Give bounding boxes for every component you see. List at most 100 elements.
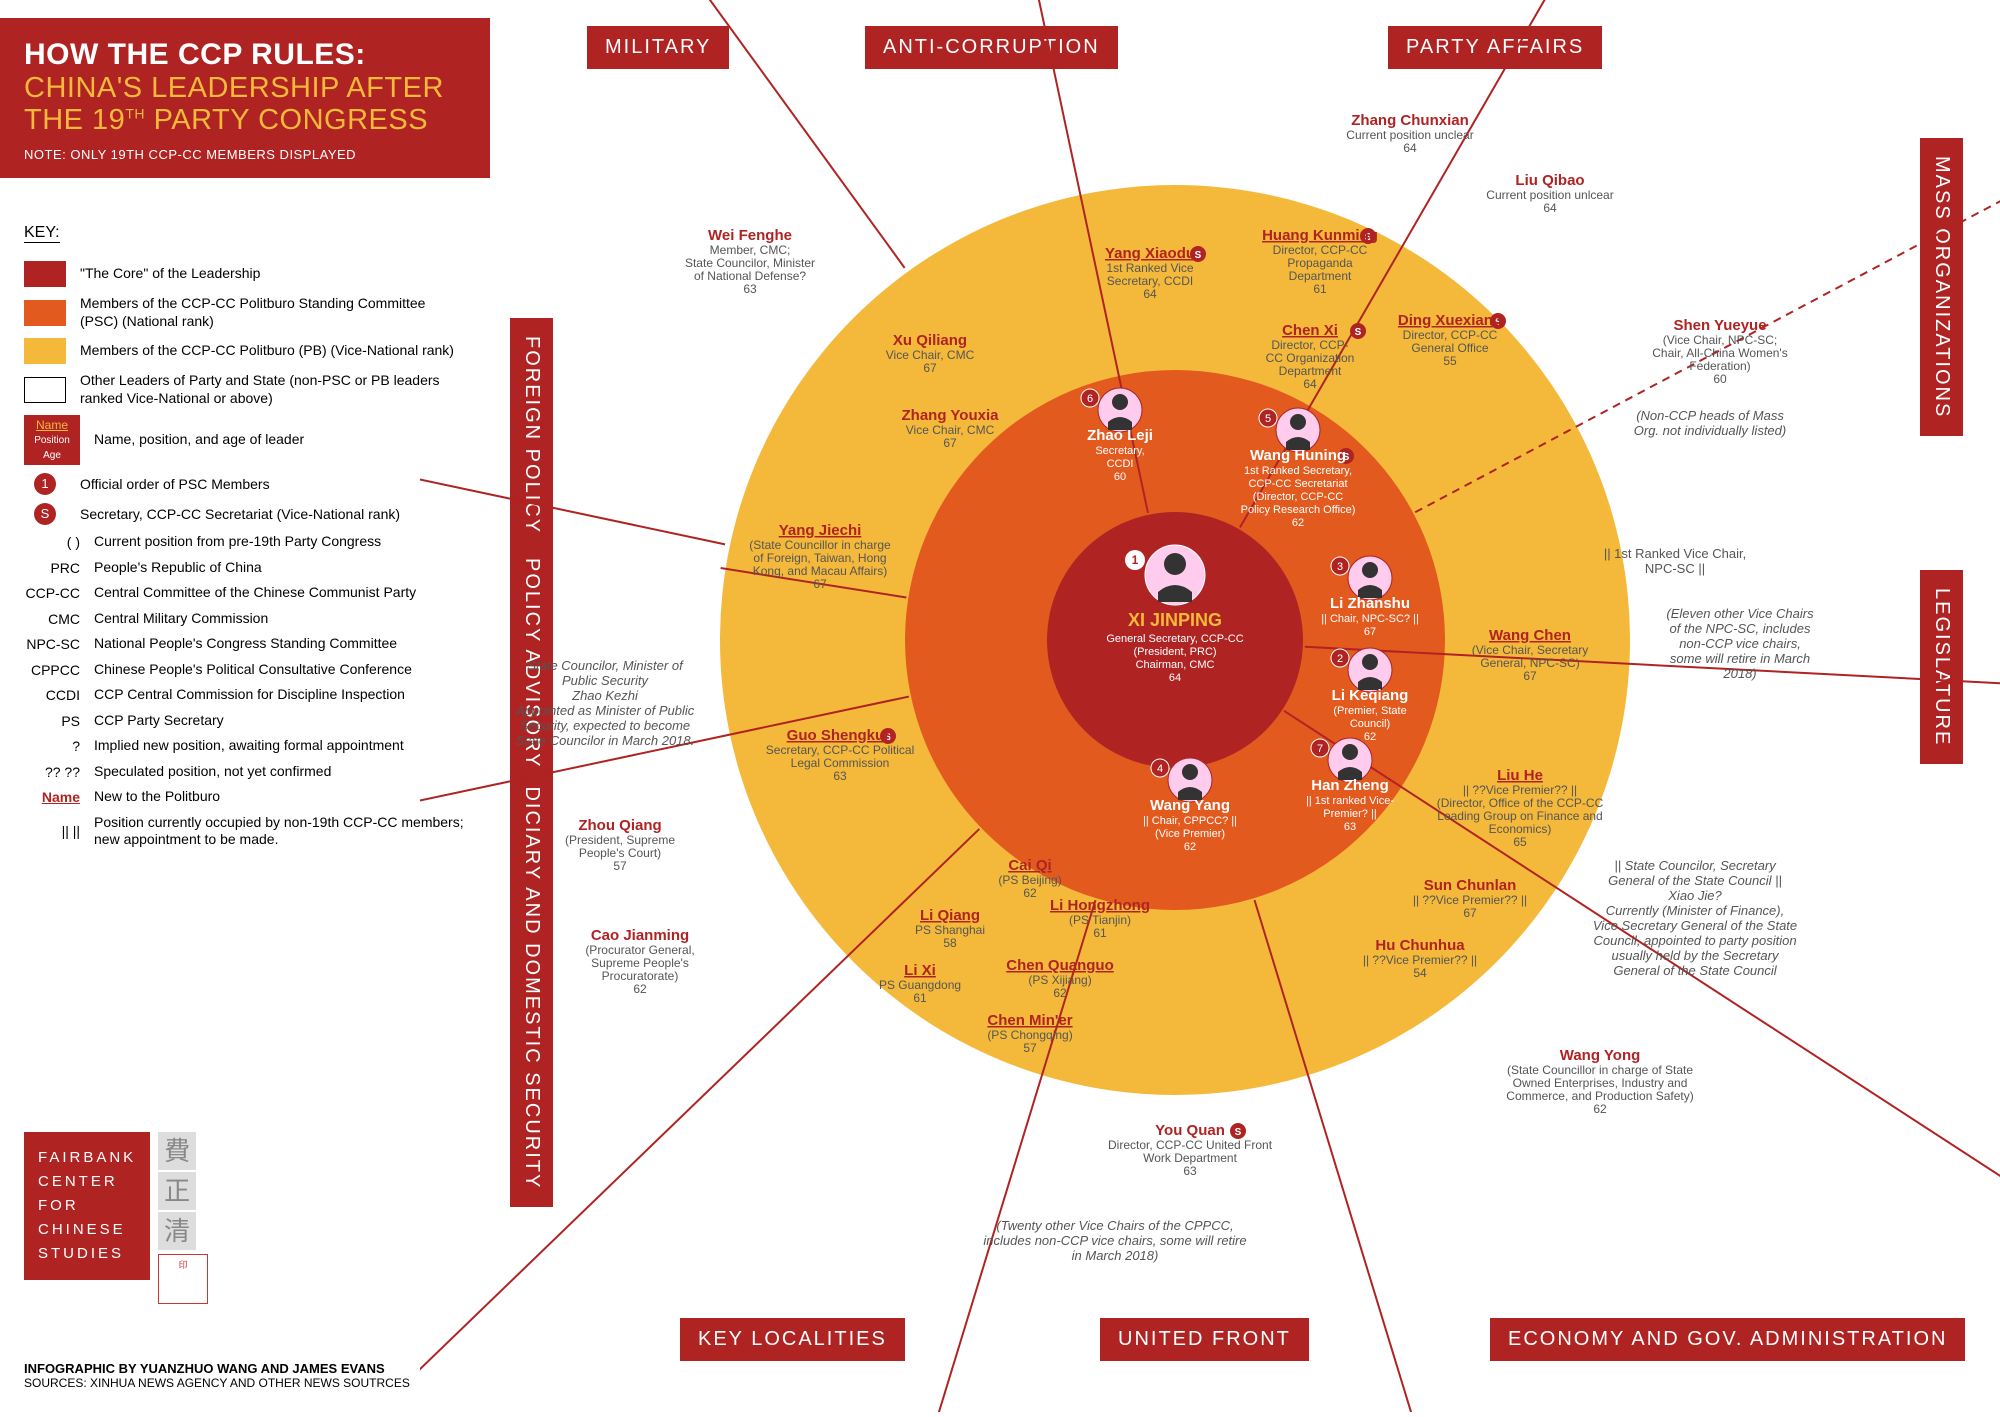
legend-swatch: Other Leaders of Party and State (non-PS…: [24, 372, 484, 407]
person-age: 61: [1313, 282, 1327, 296]
person-position: Member, CMC;: [710, 243, 791, 257]
person-position: Department: [1289, 269, 1352, 283]
svg-text:5: 5: [1265, 413, 1271, 425]
legend-swatch: Members of the CCP-CC Politburo Standing…: [24, 295, 484, 330]
person-position: General Office: [1411, 341, 1488, 355]
person-position: (PS Xijiang): [1028, 973, 1091, 987]
person-position: (Vice Premier): [1155, 828, 1225, 840]
person-position: Legal Commission: [791, 756, 890, 770]
person-position: Director, CCP-CC United Front: [1108, 1138, 1273, 1152]
legend-abbr: CMCCentral Military Commission: [24, 610, 484, 628]
person-position: || ??Vice Premier?? ||: [1363, 953, 1477, 967]
person-age: 64: [1143, 287, 1157, 301]
svg-text:General of the State Council |: General of the State Council ||: [1608, 873, 1782, 888]
legend-underline: NameNew to the Politburo: [24, 788, 484, 806]
legend-abbr: PRCPeople's Republic of China: [24, 559, 484, 577]
person-position: (Procurator General,: [585, 943, 694, 957]
svg-text:Currently (Minister of Finance: Currently (Minister of Finance),: [1606, 903, 1784, 918]
person-name: Chen Xi: [1282, 322, 1338, 339]
person-position: CCDI: [1107, 458, 1134, 470]
person-name: Li Keqiang: [1332, 687, 1409, 704]
person-position: (PS Tianjin): [1069, 913, 1131, 927]
person-position: 1st Ranked Secretary,: [1244, 465, 1352, 477]
person-age: 63: [1344, 821, 1356, 833]
person-position: Vice Chair, CMC: [906, 423, 995, 437]
svg-text:(Twenty other Vice Chairs of t: (Twenty other Vice Chairs of the CPPCC,: [996, 1218, 1233, 1233]
person-age: 62: [1184, 841, 1196, 853]
diagram-note: || 1st Ranked Vice Chair,NPC-SC ||: [1604, 546, 1746, 576]
svg-text:State Councilor, Minister of: State Councilor, Minister of: [527, 658, 684, 673]
svg-text:in March 2018): in March 2018): [1072, 1248, 1159, 1263]
person-name: Zhang Youxia: [902, 407, 1000, 424]
person-position: State Councilor, Minister: [685, 256, 815, 270]
person-position: Department: [1279, 364, 1342, 378]
person-age: 67: [1463, 906, 1477, 920]
person-position: General, NPC-SC): [1480, 656, 1579, 670]
person-position: Commerce, and Production Safety): [1506, 1089, 1693, 1103]
person-position: Leading Group on Finance and: [1437, 809, 1602, 823]
svg-text:usually held by the Secretary: usually held by the Secretary: [1612, 948, 1780, 963]
person: Liu QibaoCurrent position unlcear64: [1486, 172, 1613, 215]
person-age: 62: [1292, 517, 1304, 529]
person-position: Secretary, CCDI: [1107, 274, 1193, 288]
person-name: Hu Chunhua: [1375, 937, 1465, 954]
person-age: 64: [1403, 141, 1417, 155]
person-position: || Chair, NPC-SC? ||: [1321, 613, 1419, 625]
person-position: Propaganda: [1287, 256, 1353, 270]
svg-text:some will retire in March: some will retire in March: [1670, 651, 1810, 666]
svg-text:Security, expected to become: Security, expected to become: [520, 718, 690, 733]
svg-text:State Councilor in March 2018.: State Councilor in March 2018.: [516, 733, 694, 748]
person-age: 65: [1513, 835, 1527, 849]
person-name: Chen Quanguo: [1006, 957, 1114, 974]
person-age: 62: [633, 982, 647, 996]
person-position: (Director, CCP-CC: [1253, 491, 1344, 503]
legend-abbr: CPPCCChinese People's Political Consulta…: [24, 661, 484, 679]
person-name: Wang Yong: [1560, 1047, 1641, 1064]
person-name: Li Zhanshu: [1330, 595, 1410, 612]
person-name: Xu Qiliang: [893, 332, 967, 349]
person-name: Wei Fenghe: [708, 227, 792, 244]
person-position: (President, PRC): [1133, 646, 1216, 658]
person-name: Guo Shengkun: [787, 727, 894, 744]
person-position: Owned Enterprises, Industry and: [1513, 1076, 1688, 1090]
person: Cao Jianming(Procurator General,Supreme …: [585, 927, 694, 996]
person-name: Cai Qi: [1008, 857, 1051, 874]
person-position: PS Shanghai: [915, 923, 985, 937]
legend-abbr: CCP-CCCentral Committee of the Chinese C…: [24, 584, 484, 602]
person-position: (Vice Chair, NPC-SC;: [1663, 333, 1777, 347]
svg-text:Council, appointed to party po: Council, appointed to party position: [1593, 933, 1796, 948]
radial-diagram: 1XI JINPINGGeneral Secretary, CCP-CC(Pre…: [420, 0, 2000, 1412]
person-position: of National Defense?: [694, 269, 806, 283]
person-position: (PS Beijing): [998, 873, 1061, 887]
seal-icon: 印: [158, 1254, 208, 1304]
person-age: 61: [913, 991, 927, 1005]
person-position: Premier? ||: [1323, 808, 1376, 820]
legend-heading: KEY:: [24, 224, 60, 243]
person-position: Economics): [1489, 822, 1552, 836]
person-age: 60: [1114, 471, 1126, 483]
person-position: CCP-CC Secretariat: [1248, 478, 1347, 490]
person-position: 1st Ranked Vice: [1106, 261, 1193, 275]
person-age: 63: [1183, 1164, 1197, 1178]
person-name: Cao Jianming: [591, 927, 689, 944]
person: Zhou Qiang(President, SupremePeople's Co…: [565, 817, 675, 873]
legend-rank-badge: 1Official order of PSC Members: [24, 473, 484, 495]
sources: SOURCES: XINHUA NEWS AGENCY AND OTHER NE…: [24, 1376, 410, 1390]
person: Zhang ChunxianCurrent position unclear64: [1346, 112, 1473, 155]
svg-text:7: 7: [1317, 743, 1323, 755]
diagram-note: (Eleven other Vice Chairsof the NPC-SC, …: [1666, 606, 1814, 681]
svg-text:(Non-CCP heads of Mass: (Non-CCP heads of Mass: [1636, 408, 1784, 423]
person-position: General Secretary, CCP-CC: [1106, 633, 1243, 645]
person-age: 64: [1169, 672, 1181, 684]
person-position: Current position unclear: [1346, 128, 1473, 142]
person-age: 64: [1303, 377, 1317, 391]
person-position: (State Councillor in charge: [749, 538, 891, 552]
person-position: Work Department: [1143, 1151, 1237, 1165]
svg-text:includes non-CCP vice chairs,: includes non-CCP vice chairs, some will …: [983, 1233, 1246, 1248]
person-name: Shen Yueyue: [1673, 317, 1766, 334]
person-position: of Foreign, Taiwan, Hong: [753, 551, 886, 565]
title-note: NOTE: ONLY 19TH CCP-CC MEMBERS DISPLAYED: [24, 147, 466, 162]
svg-text:2018): 2018): [1722, 666, 1756, 681]
legend-s-badge: SSecretary, CCP-CC Secretariat (Vice-Nat…: [24, 503, 484, 525]
person-position: Policy Research Office): [1241, 504, 1356, 516]
